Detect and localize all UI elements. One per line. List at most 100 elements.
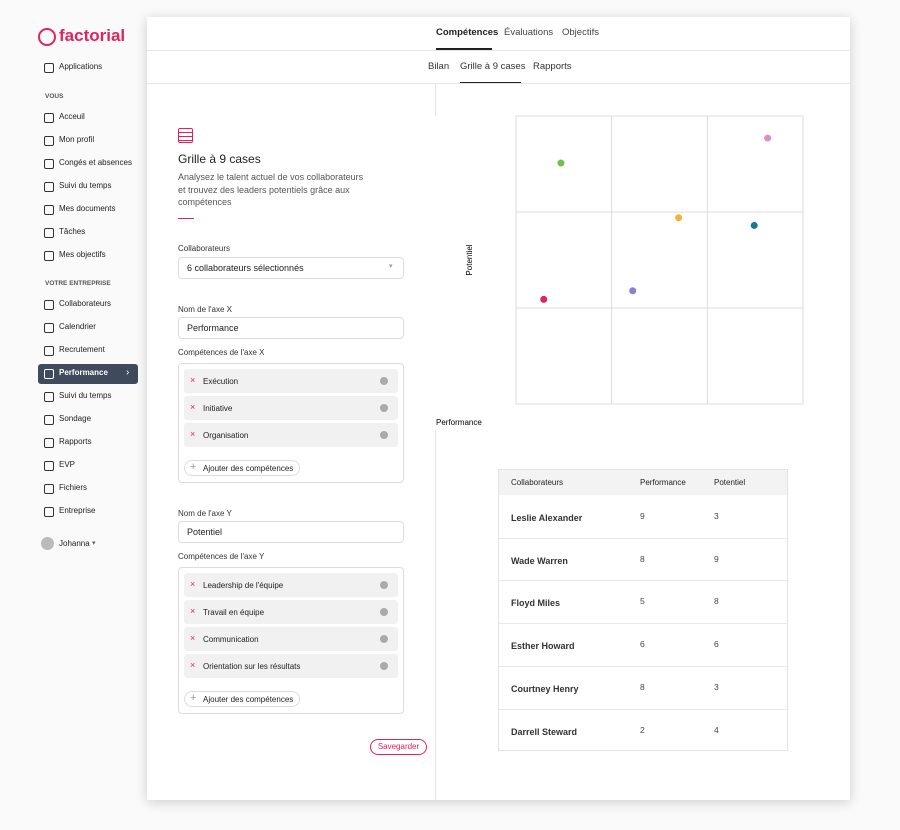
- remove-icon[interactable]: ×: [190, 375, 196, 385]
- info-icon: [380, 635, 388, 643]
- add-button-label: Ajouter des compétences: [203, 464, 294, 473]
- nav-item[interactable]: Mes objectifs: [59, 250, 106, 259]
- row-divider: [499, 537, 787, 539]
- remove-icon[interactable]: ×: [190, 579, 196, 589]
- competence-chip: [184, 654, 398, 678]
- cell-name: Esther Howard: [511, 641, 575, 652]
- chart: Performance Potentiel: [436, 115, 804, 427]
- remove-icon[interactable]: ×: [190, 660, 196, 670]
- info-icon: [380, 608, 388, 616]
- save-button[interactable]: Savegarder: [370, 739, 427, 755]
- field-label: Compétences de l'axe X: [178, 348, 265, 357]
- table-header-bg: [499, 470, 787, 495]
- cell-value: 3: [714, 511, 719, 521]
- text-input[interactable]: Performance: [178, 317, 404, 339]
- point: [540, 295, 548, 303]
- y-axis-label: Potentiel: [465, 244, 474, 275]
- nav-item[interactable]: Applications: [59, 62, 103, 71]
- nav-item[interactable]: Rapports: [59, 437, 92, 446]
- nav-item[interactable]: Entreprise: [59, 506, 96, 515]
- nav-item[interactable]: Performance: [59, 368, 108, 377]
- nav-item[interactable]: Tâches: [59, 227, 86, 236]
- nav-item[interactable]: Sondage: [59, 414, 92, 423]
- cell-name: Wade Warren: [511, 555, 568, 566]
- tab-underline: [436, 48, 492, 50]
- divider: [147, 83, 850, 84]
- info-icon: [380, 581, 388, 589]
- subtab[interactable]: Grille à 9 cases: [460, 61, 526, 72]
- competence-name: Travail en équipe: [203, 608, 265, 617]
- competence-chip: [184, 600, 398, 624]
- avatar: [41, 537, 54, 550]
- remove-icon[interactable]: ×: [190, 402, 196, 412]
- vdivider: [435, 430, 436, 800]
- nav-item[interactable]: Recrutement: [59, 345, 105, 354]
- nav-item[interactable]: Suivi du temps: [59, 391, 112, 400]
- subtab[interactable]: Bilan: [428, 61, 450, 72]
- icon: [44, 205, 54, 215]
- nav-item[interactable]: Congés et absences: [59, 158, 132, 167]
- cell-value: 2: [640, 724, 645, 735]
- subtab[interactable]: Rapports: [533, 61, 572, 72]
- competence-name: Organisation: [203, 431, 249, 440]
- add-button[interactable]: [184, 460, 300, 476]
- column-header: Collaborateurs: [511, 478, 564, 487]
- column-header: Potentiel: [714, 478, 746, 487]
- competence-chip: [184, 369, 398, 393]
- x-axis-label: Performance: [436, 418, 482, 427]
- competence-name: Communication: [203, 635, 259, 644]
- nav-item[interactable]: Fichiers: [59, 483, 88, 492]
- competence-name: Exécution: [203, 377, 239, 386]
- remove-icon[interactable]: ×: [190, 606, 196, 616]
- logo-icon: [38, 28, 56, 46]
- competence-chip: [184, 573, 398, 597]
- field-label: Nom de l'axe Y: [178, 509, 232, 518]
- form-icon: [178, 128, 193, 143]
- info-icon: [380, 377, 388, 385]
- select[interactable]: 6 collaborateurs sélectionnés: [178, 257, 404, 279]
- tab[interactable]: Évaluations: [504, 27, 554, 38]
- subtab-underline: [460, 82, 521, 84]
- tab[interactable]: Objectifs: [562, 27, 599, 38]
- main-panel: Compétences Évaluations Objectifs Bilan Gril…: [147, 17, 850, 800]
- point: [764, 134, 772, 142]
- nav-item[interactable]: Mes documents: [59, 204, 116, 213]
- cell-value: 6: [640, 639, 645, 650]
- nav-item[interactable]: Suivi du temps: [59, 181, 112, 190]
- plus-icon: +: [190, 692, 197, 704]
- competence-chip: [184, 627, 398, 651]
- icon: [44, 484, 54, 494]
- cell-value: 4: [714, 724, 719, 735]
- nav-item[interactable]: EVP: [59, 460, 76, 469]
- plot-frame: [515, 115, 804, 405]
- competence-name: Leadership de l'équipe: [203, 581, 284, 590]
- caret: ▾: [92, 540, 96, 547]
- nav-item[interactable]: Mon profil: [59, 135, 95, 144]
- icon: [44, 300, 54, 310]
- divider: [147, 50, 850, 51]
- icon: [44, 228, 54, 238]
- icon: [44, 323, 54, 333]
- form-title: Grille à 9 cases: [178, 152, 261, 166]
- active-item-bg[interactable]: [38, 364, 138, 384]
- point: [629, 287, 637, 295]
- nav-item[interactable]: Calendrier: [59, 322, 96, 331]
- user-name[interactable]: Johanna: [59, 539, 90, 548]
- icon: [44, 369, 54, 379]
- remove-icon[interactable]: ×: [190, 429, 196, 439]
- plus-icon: +: [190, 461, 197, 473]
- field-label lbl: Collaborateurs: [178, 244, 231, 253]
- competence-box: [178, 363, 404, 483]
- add-button[interactable]: [184, 691, 300, 707]
- cell-value: 9: [714, 553, 719, 564]
- remove-icon[interactable]: ×: [190, 633, 196, 643]
- icon: [44, 415, 54, 425]
- cell-value: 8: [714, 596, 719, 607]
- nav-item[interactable]: Collaborateurs: [59, 299, 112, 308]
- icon: [44, 113, 54, 123]
- text-input[interactable]: Potentiel: [178, 521, 404, 543]
- cell-name: Courtney Henry: [511, 683, 579, 694]
- nav-item[interactable]: Acceuil: [59, 112, 85, 121]
- tab[interactable]: Compétences: [436, 27, 499, 38]
